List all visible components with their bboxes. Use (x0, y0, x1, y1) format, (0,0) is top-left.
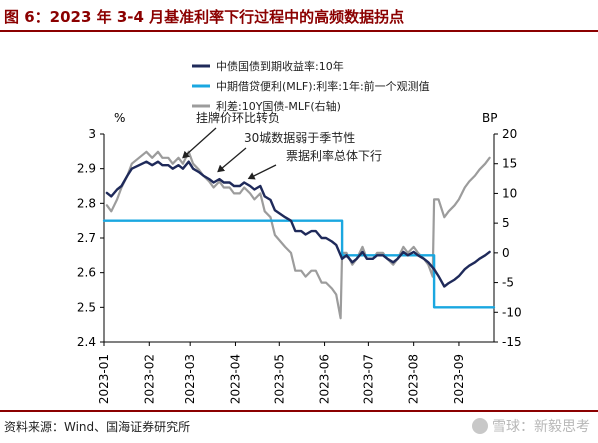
series-10y-yield-line (105, 160, 491, 288)
source-note: 资料来源：Wind、国海证券研究所 (4, 420, 191, 434)
left-tick-label: 2.9 (77, 162, 96, 176)
right-tick-label: -5 (502, 276, 514, 290)
right-tick-label: 0 (502, 246, 510, 260)
line-chart: 3 2.9 2.8 2.7 2.6 2.5 2.4 20 15 10 5 0 -5 -10 -15% BP 20… (77, 59, 522, 404)
left-tick-label: 2.7 (77, 231, 96, 245)
x-tick-label: 2023-04 (228, 354, 242, 404)
legend-label: 中期借贷便利(MLF):利率:1年:前一个观测值 (216, 79, 430, 93)
left-axis-unit: % (114, 111, 125, 125)
right-tick-label: 5 (502, 216, 510, 230)
annotation-arrow (247, 164, 277, 180)
legend: 中债国债到期收益率:10年中期借贷便利(MLF):利率:1年:前一个观测值利差:… (192, 59, 430, 113)
left-tick-label: 3 (88, 127, 96, 141)
right-axis-unit: BP (482, 111, 497, 125)
x-tick-label: 2023-09 (452, 354, 466, 404)
left-tick-label: 2.4 (77, 335, 96, 349)
x-tick-label: 2023-07 (361, 354, 375, 404)
watermark: 雪球：新毅思考 (472, 416, 590, 436)
title-bar: 图 6：2023 年 3-4 月基准利率下行过程中的高频数据拐点 (0, 0, 598, 32)
right-tick-label: 20 (502, 127, 517, 141)
right-tick-label: 10 (502, 186, 517, 200)
annotation-arrow (217, 147, 247, 173)
x-tick-label: 2023-02 (142, 354, 156, 404)
x-tick-label: 2023-01 (97, 354, 111, 404)
snowball-logo-icon (472, 418, 488, 434)
annotation-label: 票据利率总体下行 (286, 148, 382, 163)
x-tick-label: 2023-06 (318, 354, 332, 404)
left-tick-label: 2.5 (77, 300, 96, 314)
axes-group: 3 2.9 2.8 2.7 2.6 2.5 2.4 20 15 10 5 0 -5 -10 -15% BP 20… (77, 111, 522, 404)
x-tick-label: 2023-05 (272, 354, 286, 404)
right-tick-label: -10 (502, 305, 522, 319)
left-tick-label: 2.6 (77, 266, 96, 280)
series-spread-line (105, 150, 491, 320)
legend-label: 利差:10Y国债-MLF(右轴) (216, 99, 341, 113)
footer: 资料来源：Wind、国海证券研究所 雪球：新毅思考 (0, 410, 598, 443)
series-mlf-rate-line (102, 219, 496, 309)
x-tick-label: 2023-08 (407, 354, 421, 404)
annotation-label: 挂牌价环比转负 (196, 110, 280, 125)
x-tick-label: 2023-03 (183, 354, 197, 404)
annotation-arrow (182, 127, 217, 159)
right-tick-label: 15 (502, 157, 517, 171)
annotation-label: 30城数据弱于季节性 (244, 130, 355, 145)
series-group (102, 150, 496, 320)
watermark-text: 雪球：新毅思考 (492, 419, 590, 435)
left-tick-label: 2.8 (77, 196, 96, 210)
figure-title: 图 6：2023 年 3-4 月基准利率下行过程中的高频数据拐点 (4, 8, 405, 26)
right-tick-label: -15 (502, 335, 522, 349)
legend-label: 中债国债到期收益率:10年 (216, 59, 344, 73)
